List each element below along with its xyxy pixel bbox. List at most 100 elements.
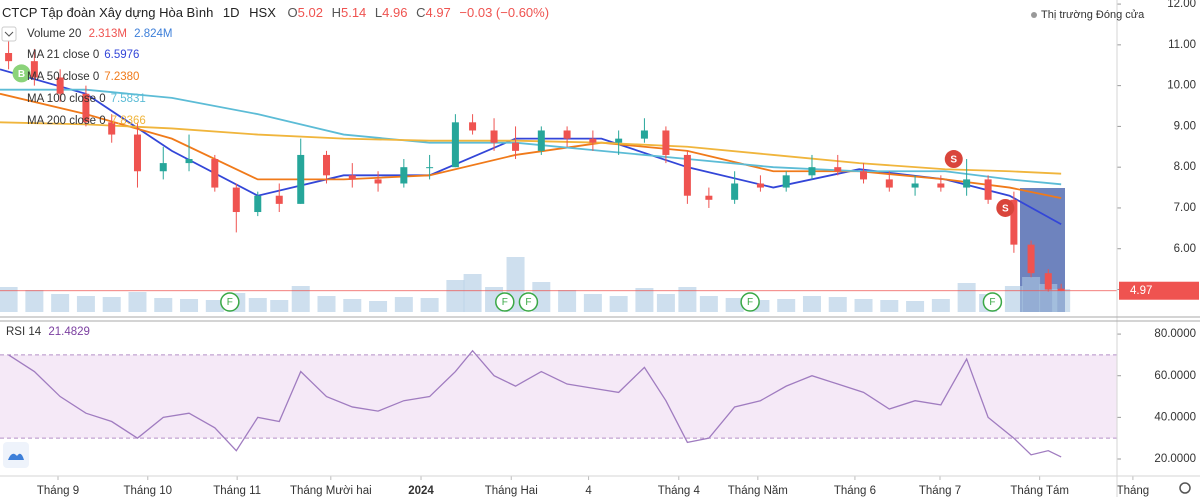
x-tick-label: 2024 — [408, 485, 434, 497]
signal-label: B — [18, 69, 25, 80]
volume-bar — [699, 296, 718, 312]
signal-marker — [12, 64, 31, 83]
legend-value: 7.8366 — [111, 115, 146, 127]
candle-body — [615, 138, 623, 143]
volume-bar — [802, 296, 821, 312]
x-tick-label: Tháng 10 — [123, 485, 172, 497]
signal-label: S — [1002, 204, 1009, 215]
candle-body — [1057, 288, 1065, 291]
volume-bar — [906, 301, 925, 312]
volume-bar — [678, 287, 697, 312]
candle-body — [705, 195, 713, 200]
volume-bar — [128, 292, 147, 312]
candle-body — [937, 183, 945, 188]
candle-body — [963, 179, 971, 188]
event-marker — [740, 292, 760, 312]
signal-marker — [944, 150, 963, 169]
legend-name: MA 200 close 0 — [27, 115, 106, 127]
y-tick-label: 12.00 — [1167, 0, 1196, 10]
candle-body — [108, 122, 116, 135]
volume-bar — [609, 296, 628, 312]
x-tick-label: Tháng 11 — [213, 485, 261, 497]
volume-bar — [369, 301, 388, 312]
y-tick-label: 9.00 — [1174, 120, 1196, 132]
y-tick-label: 7.00 — [1174, 202, 1196, 214]
settings-icon[interactable] — [1179, 482, 1191, 494]
candle-body — [808, 167, 816, 176]
candle-body — [56, 77, 64, 94]
ohlc-label: O — [288, 5, 298, 20]
symbol-name: CTCP Tập đoàn Xây dựng Hòa Bình — [2, 5, 213, 20]
volume-bar — [1004, 286, 1023, 312]
event-marker — [982, 292, 1003, 312]
header: CTCP Tập đoàn Xây dựng Hòa Bình 1D HSX O… — [2, 5, 549, 20]
legend-value: 7.2380 — [104, 71, 139, 83]
candle-body — [885, 179, 893, 188]
candle-body — [662, 130, 670, 155]
ohlc-value: 4.97 — [425, 5, 450, 20]
candle-body — [426, 167, 434, 169]
market-status: Thị trường Đóng cửa — [1041, 9, 1145, 21]
logo-shape — [8, 453, 24, 460]
candle-body — [400, 167, 408, 184]
x-tick-label: Tháng 6 — [834, 485, 876, 497]
volume-bar — [102, 297, 121, 312]
event-label: F — [502, 297, 508, 308]
legend-name: MA 100 close 0 — [27, 93, 106, 105]
ma-legend-entry: MA 200 close 0 7.8366 — [27, 115, 146, 127]
volume-bar — [656, 294, 675, 312]
candle-body — [1027, 244, 1035, 274]
candle-body — [348, 175, 356, 180]
exchange: HSX — [249, 5, 276, 20]
x-tick-label: Tháng 7 — [919, 485, 961, 497]
last-price-label: 4.97 — [1130, 285, 1152, 297]
volume-bar — [394, 297, 413, 312]
volume-bar — [205, 300, 224, 312]
y-tick-label: 60.0000 — [1154, 370, 1196, 382]
ma-line — [0, 88, 1062, 186]
legend-name: MA 50 close 0 — [27, 71, 99, 83]
volume-bar — [51, 294, 70, 312]
candle-body — [756, 183, 764, 188]
last-price-box — [1119, 281, 1199, 300]
signal-label: S — [950, 155, 957, 166]
volume-bar — [957, 283, 976, 312]
y-tick-label: 6.00 — [1174, 243, 1196, 255]
collapse-button[interactable] — [1, 26, 17, 42]
legend-name: Volume 20 — [27, 28, 81, 40]
volume-bar — [317, 296, 336, 312]
volume-bar — [446, 280, 465, 312]
x-tick-label: Tháng Tám — [1010, 485, 1069, 497]
candle-body — [185, 159, 193, 164]
volume-bar — [1022, 277, 1041, 312]
candle-body — [211, 159, 219, 188]
ma-line — [0, 121, 1062, 175]
candle-body — [683, 154, 691, 196]
volume-bar — [854, 299, 873, 312]
candle-body — [451, 122, 459, 168]
event-label: F — [525, 297, 531, 308]
candle-body — [512, 142, 520, 151]
candle-body — [563, 130, 571, 139]
event-label: F — [747, 297, 753, 308]
candle-body — [133, 134, 141, 172]
ohlc-value: 5.02 — [298, 5, 323, 20]
legend-value: 7.5831 — [111, 93, 146, 105]
volume-bar — [76, 296, 95, 312]
gear[interactable] — [1179, 482, 1191, 494]
candle-body — [232, 187, 240, 213]
ma-legend-entry: MA 50 close 0 7.2380 — [27, 71, 139, 83]
x-tick-label: Tháng Năm — [728, 485, 788, 497]
candle-body — [297, 154, 305, 204]
x-tick-label: Tháng Mười hai — [290, 485, 372, 497]
candle-body — [5, 53, 13, 62]
candle-body — [469, 122, 477, 131]
candle-body — [640, 130, 648, 139]
event-label: F — [227, 297, 233, 308]
candle-body — [1044, 273, 1052, 290]
legend-value: 2.313M — [89, 28, 127, 40]
candle-body — [834, 167, 842, 172]
volume-legend: Volume 20 2.313M 2.824M — [27, 28, 172, 40]
event-label: F — [989, 297, 995, 308]
volume-bar — [248, 298, 267, 312]
